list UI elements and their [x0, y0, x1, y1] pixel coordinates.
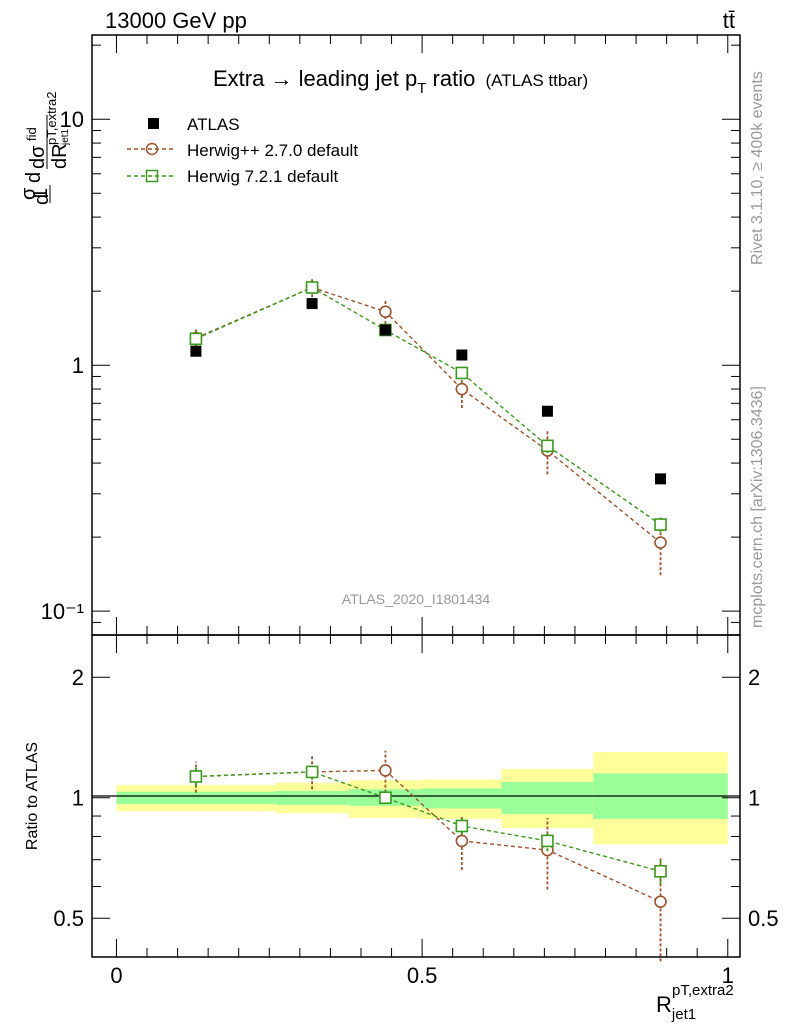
main-ytick-label: 10	[60, 107, 84, 132]
ratio-herwig-pp-point	[455, 834, 469, 848]
x-axis-label: Rjet1	[656, 992, 696, 1023]
ratio-herwig7-point	[379, 791, 392, 805]
main-herwig7-point	[455, 366, 469, 380]
svg-text:jet1: jet1	[60, 128, 71, 146]
main-atlas-point	[379, 324, 391, 336]
ratio-herwig-pp-point	[379, 764, 392, 777]
main-atlas-point	[655, 473, 667, 485]
chart-title-tail: ratio	[426, 66, 475, 91]
ratio-series	[189, 750, 667, 962]
main-series	[189, 278, 667, 576]
ratio-band-inner	[501, 781, 594, 815]
svg-text:dR: dR	[49, 143, 71, 169]
main-herwig-pp-line	[195, 286, 661, 544]
main-atlas-point	[541, 405, 553, 417]
ratio-herwig-pp-point	[654, 895, 667, 908]
energy-label: 13000 GeV pp	[105, 8, 247, 33]
ratio-ytick-label-right: 0.5	[748, 906, 779, 931]
main-herwig7-point	[189, 332, 203, 346]
svg-text:d: d	[23, 172, 45, 183]
ratio-herwig7-point	[305, 765, 319, 779]
main-ylabel: d 1 σ d dσ fid dR pT,extra2 jet1	[18, 92, 71, 205]
ratio-axes: 0.5 0.5 1 1 2 2 0 0.5 1	[53, 635, 779, 988]
main-herwig7-line	[195, 286, 661, 526]
ratio-herwig7-point	[189, 770, 203, 783]
ratio-ytick-label-left: 2	[72, 665, 84, 690]
ratio-herwig7-line	[195, 771, 661, 872]
ratio-herwig7-point	[455, 819, 469, 833]
mcplots-label: mcplots.cern.ch [arXiv:1306.3436]	[749, 386, 766, 628]
ratio-xtick-label: 0	[110, 963, 122, 988]
main-herwig-pp-point	[654, 536, 667, 549]
svg-text:σ: σ	[18, 187, 40, 200]
ratio-xtick-label: 0.5	[407, 963, 438, 988]
main-atlas-point	[306, 298, 318, 310]
legend-label-herwig7: Herwig 7.2.1 default	[187, 167, 338, 186]
main-atlas-point	[456, 349, 468, 361]
ratio-ytick-label-right: 1	[748, 786, 760, 811]
main-panel: 10⁻¹ 1 10 Extra → leading jet pT ratio (AT…	[18, 34, 741, 636]
legend-marker-herwig7	[145, 169, 159, 183]
analysis-watermark: ATLAS_2020_I1801434	[342, 591, 491, 607]
svg-text:dσ: dσ	[27, 145, 49, 169]
main-herwig7-point	[541, 439, 554, 453]
x-axis-label-sup: pT,extra2	[672, 982, 734, 999]
rivet-label: Rivet 3.1.10, ≥ 400k events	[749, 71, 766, 265]
ratio-ytick-label-left: 0.5	[53, 906, 84, 931]
svg-text:fid: fid	[24, 127, 39, 141]
main-herwig-pp-point	[379, 305, 392, 318]
legend-label-herwig-pp: Herwig++ 2.7.0 default	[187, 141, 358, 160]
process-label: tt̄	[723, 8, 735, 33]
ratio-herwig7-point	[654, 864, 667, 878]
ratio-xtick-label: 1	[722, 963, 734, 988]
main-herwig7-point	[305, 281, 319, 294]
svg-text:d: d	[31, 194, 53, 205]
main-ytick-label: 1	[72, 353, 84, 378]
ratio-herwig7-point	[541, 834, 554, 848]
x-axis-label-sub: jet1	[671, 1006, 696, 1023]
chart-title-paren: (ATLAS ttbar)	[485, 71, 588, 90]
main-axes: 10⁻¹ 1 10	[41, 35, 740, 636]
ratio-panel: 0.5 0.5 1 1 2 2 0 0.5 1 Ratio to ATLAS Rjet1 pT,…	[24, 634, 779, 1023]
ratio-ylabel: Ratio to ATLAS	[24, 742, 41, 850]
ratio-herwig-pp-line	[195, 769, 661, 903]
main-herwig7-point	[654, 518, 667, 531]
main-atlas-point	[190, 345, 202, 357]
legend-marker-herwig-pp	[145, 142, 159, 156]
legend-marker-atlas	[148, 118, 159, 129]
svg-text:1: 1	[30, 188, 52, 199]
x-axis-label-main: R	[656, 992, 672, 1017]
ratio-ytick-label-left: 1	[72, 786, 84, 811]
ratio-band-inner	[422, 788, 502, 809]
chart-title-sub: T	[417, 80, 426, 97]
legend-label-atlas: ATLAS	[187, 115, 240, 134]
chart-title-main: Extra → leading jet p	[213, 66, 417, 91]
legend: ATLAS Herwig++ 2.7.0 default Herwig 7.2.…	[127, 115, 358, 186]
ratio-ytick-label-right: 2	[748, 665, 760, 690]
chart-title: Extra → leading jet pT ratio (ATLAS ttba…	[213, 66, 588, 97]
main-ytick-label: 10⁻¹	[41, 599, 84, 624]
ratio-frame	[91, 634, 741, 958]
ratio-band-inner	[275, 790, 349, 805]
ratio-bands	[116, 752, 728, 845]
svg-text:pT,extra2: pT,extra2	[44, 92, 59, 145]
ratio-band-inner	[116, 791, 276, 804]
main-herwig-pp-point	[455, 382, 469, 396]
